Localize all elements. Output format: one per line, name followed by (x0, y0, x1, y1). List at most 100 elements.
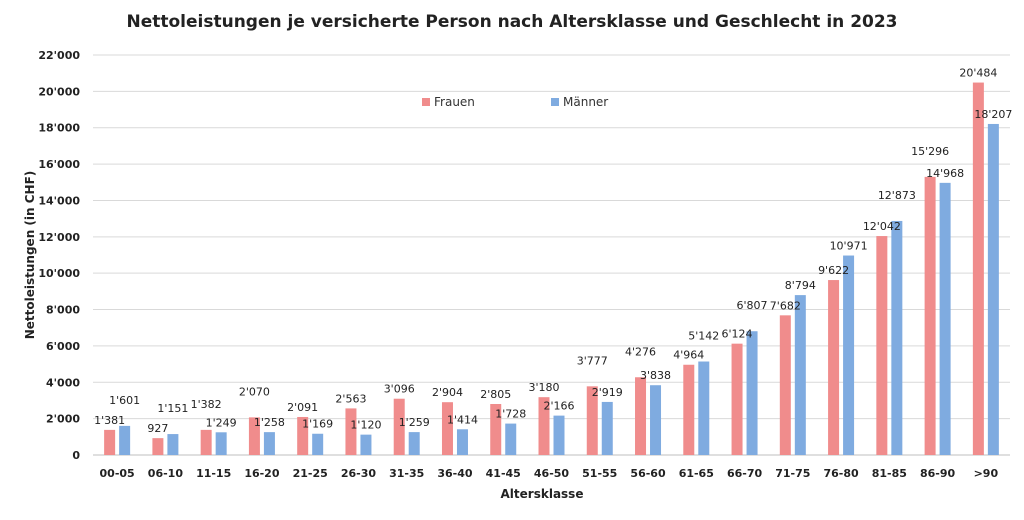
x-tick-label: 06-10 (148, 467, 184, 480)
y-tick-label: 10'000 (38, 267, 80, 280)
data-label-frauen: 7'682 (770, 299, 801, 312)
x-tick-label: >90 (974, 467, 999, 480)
x-tick-label: 16-20 (244, 467, 280, 480)
y-tick-label: 18'000 (38, 122, 80, 135)
data-label-frauen: 15'296 (911, 145, 949, 158)
data-label-frauen: 6'124 (722, 328, 753, 341)
data-label-frauen: 927 (147, 422, 168, 435)
bar-maenner (167, 434, 179, 455)
data-label-frauen: 1'382 (191, 398, 222, 411)
data-label-maenner: 1'601 (109, 394, 140, 407)
data-label-frauen: 2'805 (480, 388, 511, 401)
bar-maenner (553, 415, 565, 455)
bar-frauen (876, 236, 888, 455)
bar-maenner (505, 423, 517, 455)
bar-maenner (215, 432, 227, 455)
y-tick-label: 12'000 (38, 231, 80, 244)
data-label-frauen: 4'276 (625, 345, 656, 358)
bar-maenner (360, 434, 372, 455)
data-label-frauen: 9'622 (818, 264, 849, 277)
y-tick-label: 8'000 (46, 304, 80, 317)
x-tick-label: 00-05 (100, 467, 135, 480)
y-tick-label: 22'000 (38, 49, 80, 62)
bar-frauen (152, 438, 164, 455)
legend-swatch-frauen (422, 98, 430, 106)
legend-swatch-maenner (551, 98, 559, 106)
data-label-maenner: 1'414 (447, 413, 478, 426)
bar-maenner (312, 433, 324, 455)
bar-frauen (586, 386, 598, 455)
bar-maenner (601, 401, 613, 455)
bar-maenner (698, 361, 710, 455)
data-label-maenner: 14'968 (926, 167, 964, 180)
bar-maenner (456, 429, 468, 455)
x-tick-label: 56-60 (630, 467, 666, 480)
chart-title: Nettoleistungen je versicherte Person na… (126, 12, 898, 32)
data-label-maenner: 1'151 (157, 402, 188, 415)
data-label-maenner: 2'166 (543, 400, 574, 413)
data-label-maenner: 2'919 (592, 386, 623, 399)
legend-label-maenner: Männer (563, 95, 608, 109)
data-label-frauen: 12'042 (863, 220, 901, 233)
data-label-frauen: 4'964 (673, 349, 704, 362)
y-tick-label: 16'000 (38, 158, 80, 171)
bar-maenner (939, 182, 951, 455)
data-label-frauen: 2'070 (239, 385, 270, 398)
y-tick-label: 2'000 (46, 413, 80, 426)
data-label-frauen: 3'777 (577, 354, 608, 367)
bar-frauen (635, 377, 647, 455)
bar-frauen (972, 82, 984, 456)
data-label-frauen: 20'484 (959, 67, 997, 80)
data-label-frauen: 1'381 (94, 414, 125, 427)
data-label-maenner: 12'873 (878, 189, 916, 202)
bar-frauen (683, 364, 695, 455)
x-tick-label: 21-25 (293, 467, 328, 480)
bar-frauen (297, 416, 309, 455)
y-tick-label: 14'000 (38, 194, 80, 207)
y-tick-label: 6'000 (46, 340, 80, 353)
data-label-maenner: 1'259 (399, 416, 430, 429)
data-label-frauen: 2'904 (432, 386, 463, 399)
data-label-maenner: 1'728 (495, 408, 526, 421)
x-tick-label: 51-55 (582, 467, 617, 480)
x-tick-label: 66-70 (727, 467, 763, 480)
bar-maenner (891, 220, 903, 455)
data-label-maenner: 1'249 (206, 416, 237, 429)
data-label-maenner: 8'794 (785, 279, 816, 292)
x-tick-label: 26-30 (341, 467, 377, 480)
data-label-maenner: 5'142 (688, 330, 719, 343)
legend-label-frauen: Frauen (434, 95, 475, 109)
bar-frauen (538, 397, 550, 455)
x-axis-title: Altersklasse (500, 487, 584, 501)
x-tick-label: 41-45 (486, 467, 521, 480)
x-tick-label: 81-85 (872, 467, 907, 480)
data-label-frauen: 3'180 (528, 381, 559, 394)
data-label-maenner: 18'207 (974, 108, 1012, 121)
bar-maenner (843, 255, 855, 455)
bar-maenner (794, 295, 806, 455)
data-label-maenner: 3'838 (640, 369, 671, 382)
data-label-maenner: 10'971 (830, 240, 868, 253)
bar-frauen (248, 417, 260, 455)
bar-frauen (345, 408, 357, 455)
bar-frauen (490, 404, 502, 455)
y-tick-label: 20'000 (38, 85, 80, 98)
data-label-frauen: 2'091 (287, 401, 318, 414)
x-tick-label: 46-50 (534, 467, 570, 480)
bar-maenner (650, 385, 662, 455)
bar-frauen (104, 429, 116, 455)
bar-frauen (779, 315, 791, 455)
x-tick-label: 11-15 (196, 467, 231, 480)
bar-maenner (987, 123, 999, 456)
x-tick-label: 86-90 (920, 467, 956, 480)
bar-frauen (441, 402, 453, 455)
y-tick-label: 0 (72, 449, 80, 462)
data-label-maenner: 1'120 (350, 419, 381, 432)
bar-maenner (119, 425, 131, 455)
bar-frauen (828, 280, 840, 455)
x-tick-label: 76-80 (823, 467, 859, 480)
data-label-frauen: 3'096 (384, 383, 415, 396)
x-tick-label: 71-75 (775, 467, 810, 480)
